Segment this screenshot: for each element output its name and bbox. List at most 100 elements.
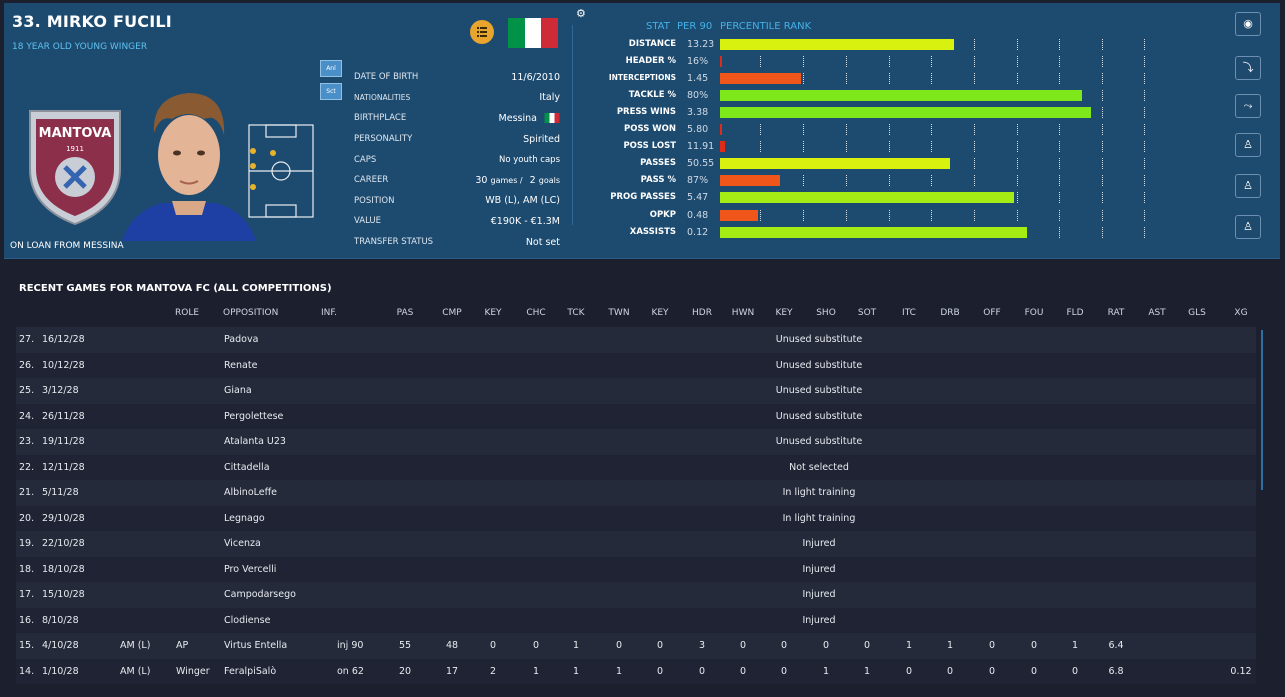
stat-per90-value: 80% — [687, 90, 709, 102]
column-header[interactable]: FOU — [1024, 308, 1044, 318]
stat-row[interactable]: HEADER % 16% — [564, 53, 1164, 70]
column-header[interactable]: KEY — [651, 308, 669, 318]
column-header[interactable]: CMP — [442, 308, 462, 318]
game-opposition[interactable]: Campodarsego — [224, 589, 296, 600]
column-header[interactable]: GLS — [1188, 308, 1206, 318]
game-opposition[interactable]: Renate — [224, 359, 258, 371]
column-header[interactable]: OPPOSITION — [223, 308, 279, 318]
game-opposition[interactable]: Vicenza — [224, 538, 261, 549]
game-row[interactable]: 15. 4/10/28 Virtus Entella AM (L) AP inj 90 55… — [16, 633, 1256, 659]
grid-tick — [846, 141, 847, 153]
column-header[interactable]: PAS — [396, 308, 414, 318]
game-row[interactable]: 23. 19/11/28 Atalanta U23 Unused substitute — [16, 429, 1256, 455]
column-header[interactable]: OFF — [983, 308, 1001, 318]
stat-row[interactable]: DISTANCE 13.23 — [564, 36, 1164, 53]
column-header[interactable]: AST — [1148, 308, 1166, 318]
analyst-tag-button[interactable]: Anl — [320, 60, 342, 77]
game-opposition[interactable]: FeralpiSalò — [224, 665, 277, 677]
game-row[interactable]: 27. 16/12/28 Padova Unused substitute — [16, 327, 1256, 353]
game-opposition[interactable]: Giana — [224, 385, 252, 396]
column-header[interactable]: ROLE — [174, 308, 200, 318]
game-stat-cell: 6.8 — [1108, 665, 1124, 677]
column-header[interactable]: KEY — [775, 308, 793, 318]
column-header[interactable]: HWN — [731, 308, 755, 318]
grid-tick — [931, 56, 932, 68]
stat-row[interactable]: PROG PASSES 5.47 — [564, 189, 1164, 206]
game-opposition[interactable]: Pergolettese — [224, 410, 284, 422]
column-header[interactable]: CHC — [526, 308, 546, 318]
grid-tick — [1059, 73, 1060, 85]
scrollbar[interactable] — [1261, 330, 1263, 490]
column-header[interactable]: KEY — [484, 308, 502, 318]
column-header[interactable]: TCK — [567, 308, 585, 318]
game-opposition[interactable]: Padova — [224, 334, 259, 345]
info-value[interactable]: Messina — [498, 112, 537, 124]
game-stat-cell: 6.4 — [1108, 640, 1124, 651]
game-row[interactable]: 26. 10/12/28 Renate Unused substitute — [16, 352, 1256, 378]
game-row[interactable]: 22. 12/11/28 Cittadella Not selected — [16, 454, 1256, 480]
game-row[interactable]: 25. 3/12/28 Giana Unused substitute — [16, 378, 1256, 404]
column-header[interactable]: SOT — [857, 308, 877, 318]
stat-per90-value: 0.48 — [687, 209, 709, 221]
stat-row[interactable]: TACKLE % 80% — [564, 87, 1164, 104]
column-header[interactable]: DRB — [940, 308, 960, 318]
dribble-icon[interactable]: ♙ — [1235, 174, 1261, 198]
grid-tick — [1102, 141, 1103, 153]
grid-tick — [1017, 39, 1018, 50]
game-row[interactable]: 24. 26/11/28 Pergolettese Unused substitute — [16, 403, 1256, 429]
stat-row[interactable]: PASSES 50.55 — [564, 155, 1164, 172]
info-value[interactable]: Italy — [539, 92, 560, 104]
stat-row[interactable]: PRESS WINS 3.38 — [564, 104, 1164, 121]
list-menu-icon[interactable] — [470, 20, 494, 44]
game-row[interactable]: 19. 22/10/28 Vicenza Injured — [16, 531, 1256, 557]
column-header[interactable]: TWN — [608, 308, 630, 318]
grid-tick — [974, 175, 975, 187]
game-status: Unused substitute — [775, 334, 863, 345]
game-opposition[interactable]: Pro Vercelli — [224, 563, 277, 575]
scout-tag-button[interactable]: Sct — [320, 83, 342, 100]
slide-icon[interactable]: ⤳ — [1235, 94, 1261, 118]
column-header[interactable]: HDR — [692, 308, 712, 318]
game-opposition[interactable]: Atalanta U23 — [224, 436, 286, 447]
game-row[interactable]: 20. 29/10/28 Legnago In light training — [16, 505, 1256, 531]
grid-tick — [1144, 175, 1145, 187]
stat-row[interactable]: PASS % 87% — [564, 172, 1164, 189]
game-opposition[interactable]: Clodiense — [224, 614, 271, 626]
game-stat-cell: 0 — [988, 640, 996, 651]
stat-track — [720, 73, 1146, 85]
user-circle-icon[interactable]: ◉ — [1235, 12, 1261, 36]
column-header[interactable]: FLD — [1066, 308, 1084, 318]
game-opposition[interactable]: Legnago — [224, 512, 265, 524]
game-role: AP — [176, 640, 189, 651]
game-row[interactable]: 16. 8/10/28 Clodiense Injured — [16, 607, 1256, 633]
game-row[interactable]: 21. 5/11/28 AlbinoLeffe In light training — [16, 480, 1256, 506]
tackle-icon[interactable]: ⤵ — [1235, 56, 1261, 80]
column-header[interactable]: SHO — [816, 308, 836, 318]
game-number: 25. — [19, 385, 35, 396]
gear-icon[interactable]: ⚙ — [576, 7, 586, 20]
stat-row[interactable]: POSS WON 5.80 — [564, 121, 1164, 138]
run-icon[interactable]: ♙ — [1235, 133, 1261, 157]
game-info: inj 90 — [337, 640, 364, 651]
game-row[interactable]: 17. 15/10/28 Campodarsego Injured — [16, 582, 1256, 608]
game-opposition[interactable]: Cittadella — [224, 461, 270, 473]
game-opposition[interactable]: AlbinoLeffe — [224, 487, 278, 498]
game-opposition[interactable]: Virtus Entella — [224, 640, 288, 651]
stat-row[interactable]: OPKP 0.48 — [564, 207, 1164, 224]
grid-tick — [1059, 56, 1060, 68]
column-header[interactable]: XG — [1234, 308, 1248, 318]
stat-row[interactable]: POSS LOST 11.91 — [564, 138, 1164, 155]
walk-icon[interactable]: ♙ — [1235, 215, 1261, 239]
stat-row[interactable]: XASSISTS 0.12 — [564, 224, 1164, 241]
column-header[interactable]: RAT — [1107, 308, 1125, 318]
info-row-birthplace: BIRTHPLACE Messina — [354, 108, 560, 129]
stat-row[interactable]: INTERCEPTIONS 1.45 — [564, 70, 1164, 87]
career-games-label: games / — [490, 175, 523, 185]
column-header[interactable]: ITC — [902, 308, 916, 318]
game-row[interactable]: 18. 18/10/28 Pro Vercelli Injured — [16, 556, 1256, 582]
stat-track — [720, 124, 1146, 136]
column-header[interactable]: INF. — [321, 308, 337, 318]
grid-tick — [1017, 124, 1018, 136]
game-row[interactable]: 14. 1/10/28 FeralpiSalò AM (L) Winger on 62 20… — [16, 658, 1256, 684]
game-stat-cell: 0 — [656, 640, 664, 651]
